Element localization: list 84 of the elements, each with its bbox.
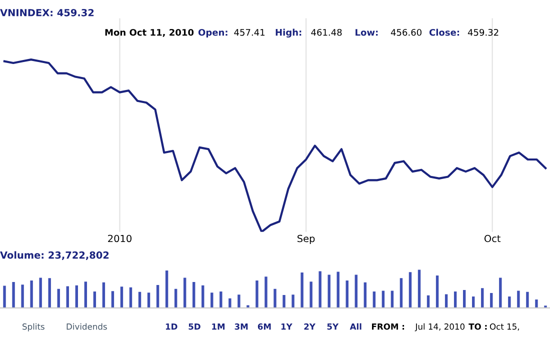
text: 1Y [281, 324, 292, 330]
x-tick-label: Sep [298, 234, 315, 244]
bar [282, 294, 286, 308]
bar [147, 292, 150, 308]
bar [364, 282, 367, 308]
bar [192, 282, 196, 308]
text: Close: [429, 28, 460, 36]
text: Low: [356, 29, 378, 36]
bar [66, 286, 69, 308]
bar [418, 270, 421, 308]
text: 457.41 [234, 29, 265, 36]
bar [264, 276, 268, 308]
bar [300, 272, 304, 308]
text: Oct 15, [490, 323, 519, 331]
bar [336, 272, 340, 308]
bar [499, 278, 502, 308]
bar [210, 292, 214, 308]
bar [346, 280, 348, 308]
bar [354, 274, 358, 308]
bar [183, 278, 186, 308]
bar [57, 288, 60, 308]
bar [12, 282, 15, 308]
bar [318, 271, 322, 308]
bar [39, 278, 42, 308]
chart-title: VNINDEX: 459.32 [0, 8, 94, 16]
text: Splits [22, 323, 44, 332]
bar [490, 293, 493, 308]
bar [481, 288, 484, 308]
text: 456.60 [390, 28, 422, 36]
bar [462, 290, 466, 308]
bar [48, 278, 51, 308]
bar [21, 284, 24, 308]
bar [30, 280, 33, 308]
text: 5Y [327, 324, 339, 330]
text: 2Y [304, 323, 316, 330]
bar [84, 282, 88, 308]
bar [102, 282, 106, 308]
bar [508, 296, 511, 308]
bar [517, 290, 520, 308]
text: Dividends [66, 323, 107, 330]
bar [408, 272, 412, 308]
text: Mon Oct 11, 2010 [105, 28, 194, 37]
bar [400, 278, 403, 308]
text: Jul 14, 2010 [414, 323, 465, 332]
bar [436, 276, 439, 308]
bar [220, 292, 222, 308]
bar [111, 291, 114, 308]
text: All [350, 323, 362, 330]
bar [292, 294, 294, 308]
x-tick-label: 2010 [108, 234, 132, 242]
text: 5D [188, 324, 200, 330]
x-tick-label: Oct [484, 234, 501, 242]
bar [138, 292, 142, 308]
bar [202, 285, 204, 308]
text: TO : [468, 323, 487, 330]
bar [310, 282, 312, 308]
bar [75, 285, 78, 308]
bar [93, 292, 96, 308]
bar [3, 286, 6, 308]
bar [454, 292, 457, 308]
bar [120, 286, 124, 308]
bar [535, 300, 538, 308]
bar [328, 274, 330, 308]
text: Open: [198, 28, 228, 38]
bar [238, 294, 240, 308]
bar [256, 280, 258, 308]
bar [372, 292, 376, 308]
chart-title: Volume: 23,722,802 [0, 251, 109, 260]
text: 3M [234, 323, 248, 330]
text: 6M [258, 323, 271, 330]
bar [228, 298, 232, 308]
text: FROM : [372, 323, 404, 330]
text: High: [276, 28, 302, 38]
text: 1M [212, 324, 225, 330]
text: 461.48 [311, 28, 342, 36]
bar [174, 288, 178, 308]
bar [129, 287, 132, 308]
text: 459.32 [468, 28, 498, 36]
bar [165, 270, 168, 308]
bar [156, 285, 160, 308]
bar [444, 294, 448, 308]
bar [274, 288, 276, 308]
text: 1D [166, 324, 178, 330]
bar [526, 292, 529, 308]
